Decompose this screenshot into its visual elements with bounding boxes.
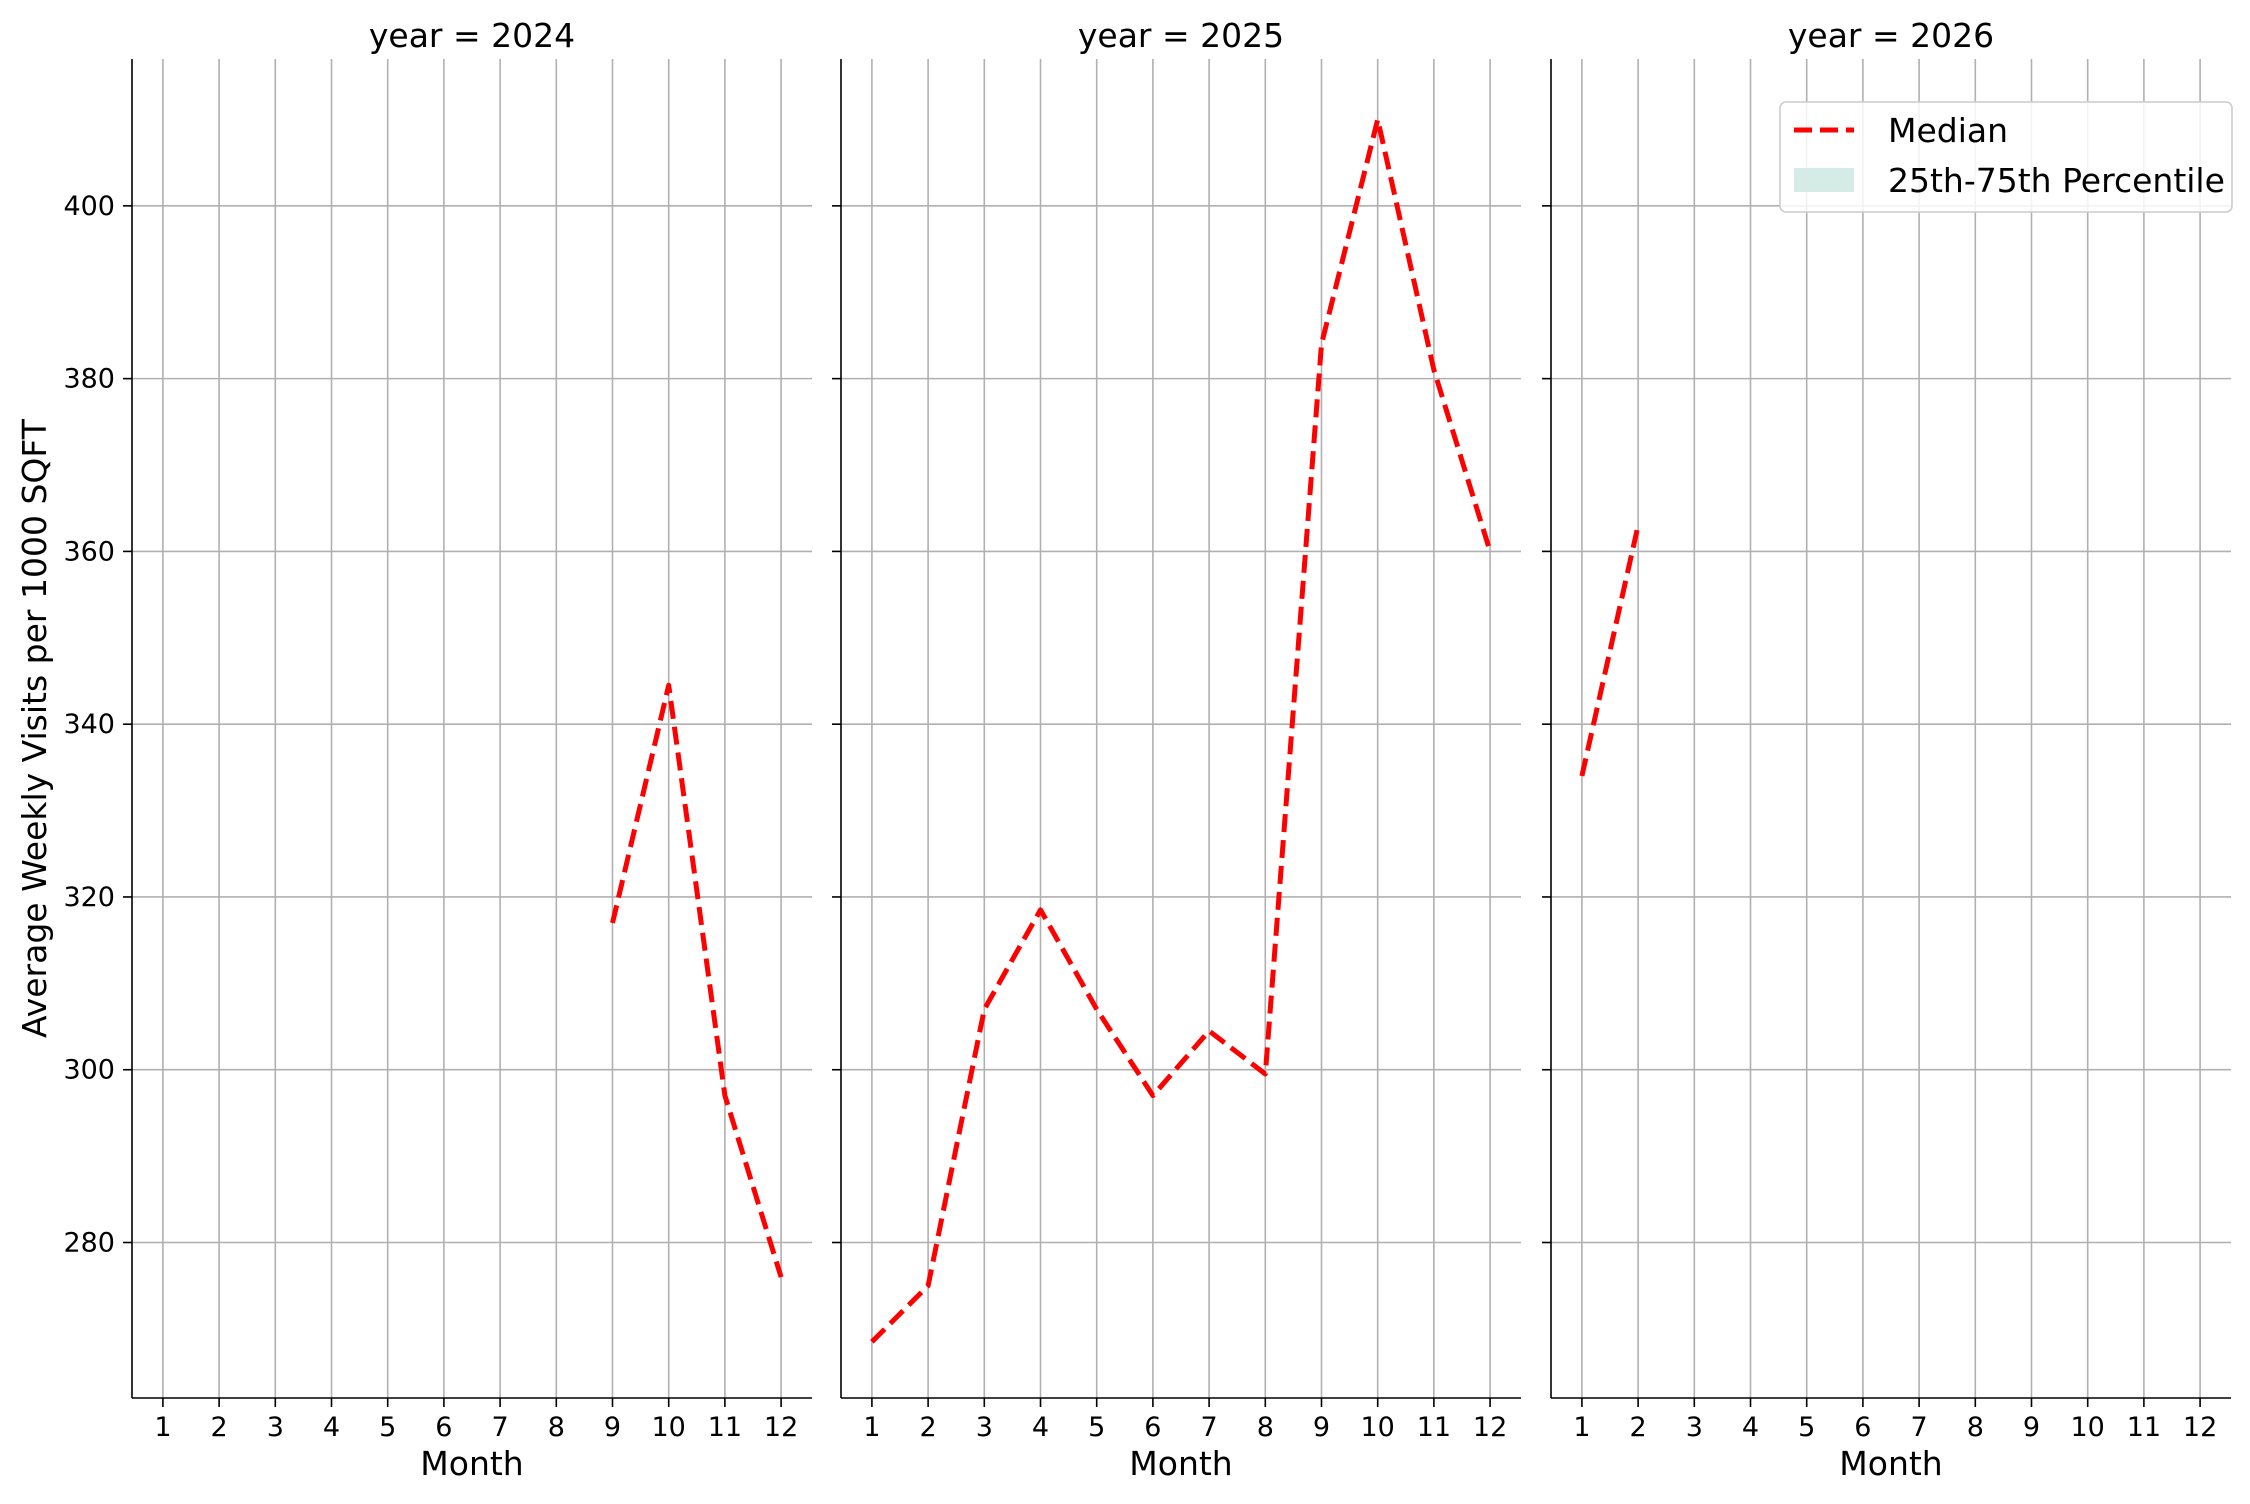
x-tick-label: 2 xyxy=(211,1412,228,1443)
x-tick-label: 11 xyxy=(708,1412,742,1443)
x-tick-label: 12 xyxy=(2183,1412,2217,1443)
x-tick-label: 12 xyxy=(764,1412,798,1443)
x-tick-label: 10 xyxy=(1361,1412,1395,1443)
x-tick-label: 1 xyxy=(863,1412,880,1443)
x-tick-label: 12 xyxy=(1473,1412,1507,1443)
x-tick-label: 10 xyxy=(2071,1412,2105,1443)
x-tick-label: 1 xyxy=(154,1412,171,1443)
x-tick-label: 4 xyxy=(323,1412,340,1443)
x-tick-label: 3 xyxy=(976,1412,993,1443)
x-tick-label: 11 xyxy=(2127,1412,2161,1443)
panel-title: year = 2025 xyxy=(1078,16,1284,55)
x-tick-label: 5 xyxy=(1798,1412,1815,1443)
legend-percentile-label: 25th-75th Percentile xyxy=(1888,161,2225,200)
median-line xyxy=(613,685,782,1277)
median-line xyxy=(872,120,1490,1342)
y-tick-label: 400 xyxy=(63,191,115,222)
x-tick-label: 4 xyxy=(1742,1412,1759,1443)
x-tick-label: 9 xyxy=(604,1412,621,1443)
x-tick-label: 9 xyxy=(2023,1412,2040,1443)
y-tick-label: 380 xyxy=(63,364,115,395)
x-tick-label: 6 xyxy=(1854,1412,1871,1443)
x-tick-label: 10 xyxy=(652,1412,686,1443)
x-tick-label: 1 xyxy=(1573,1412,1590,1443)
x-tick-label: 5 xyxy=(1088,1412,1105,1443)
x-tick-label: 6 xyxy=(1144,1412,1161,1443)
x-tick-label: 7 xyxy=(492,1412,509,1443)
x-axis-label: Month xyxy=(1129,1444,1232,1483)
x-tick-label: 2 xyxy=(1630,1412,1647,1443)
y-axis-label: Average Weekly Visits per 1000 SQFT xyxy=(15,418,54,1038)
x-tick-label: 8 xyxy=(548,1412,565,1443)
x-tick-label: 7 xyxy=(1911,1412,1928,1443)
median-line xyxy=(1582,526,1638,777)
x-tick-label: 8 xyxy=(1257,1412,1274,1443)
x-tick-label: 5 xyxy=(379,1412,396,1443)
x-axis-label: Month xyxy=(420,1444,523,1483)
x-axis-label: Month xyxy=(1839,1444,1942,1483)
y-tick-label: 360 xyxy=(63,536,115,567)
legend-median-label: Median xyxy=(1888,111,2008,150)
panel-title: year = 2026 xyxy=(1788,16,1994,55)
x-tick-label: 6 xyxy=(435,1412,452,1443)
x-tick-label: 2 xyxy=(920,1412,937,1443)
x-tick-label: 7 xyxy=(1201,1412,1218,1443)
y-tick-label: 280 xyxy=(63,1228,115,1259)
x-tick-label: 11 xyxy=(1417,1412,1451,1443)
x-tick-label: 4 xyxy=(1032,1412,1049,1443)
x-tick-label: 8 xyxy=(1967,1412,1984,1443)
legend-percentile-swatch xyxy=(1794,168,1854,192)
x-tick-label: 3 xyxy=(267,1412,284,1443)
panel-title: year = 2024 xyxy=(369,16,575,55)
y-tick-label: 320 xyxy=(63,882,115,913)
y-tick-label: 300 xyxy=(63,1055,115,1086)
y-tick-label: 340 xyxy=(63,709,115,740)
x-tick-label: 3 xyxy=(1686,1412,1703,1443)
x-tick-label: 9 xyxy=(1313,1412,1330,1443)
